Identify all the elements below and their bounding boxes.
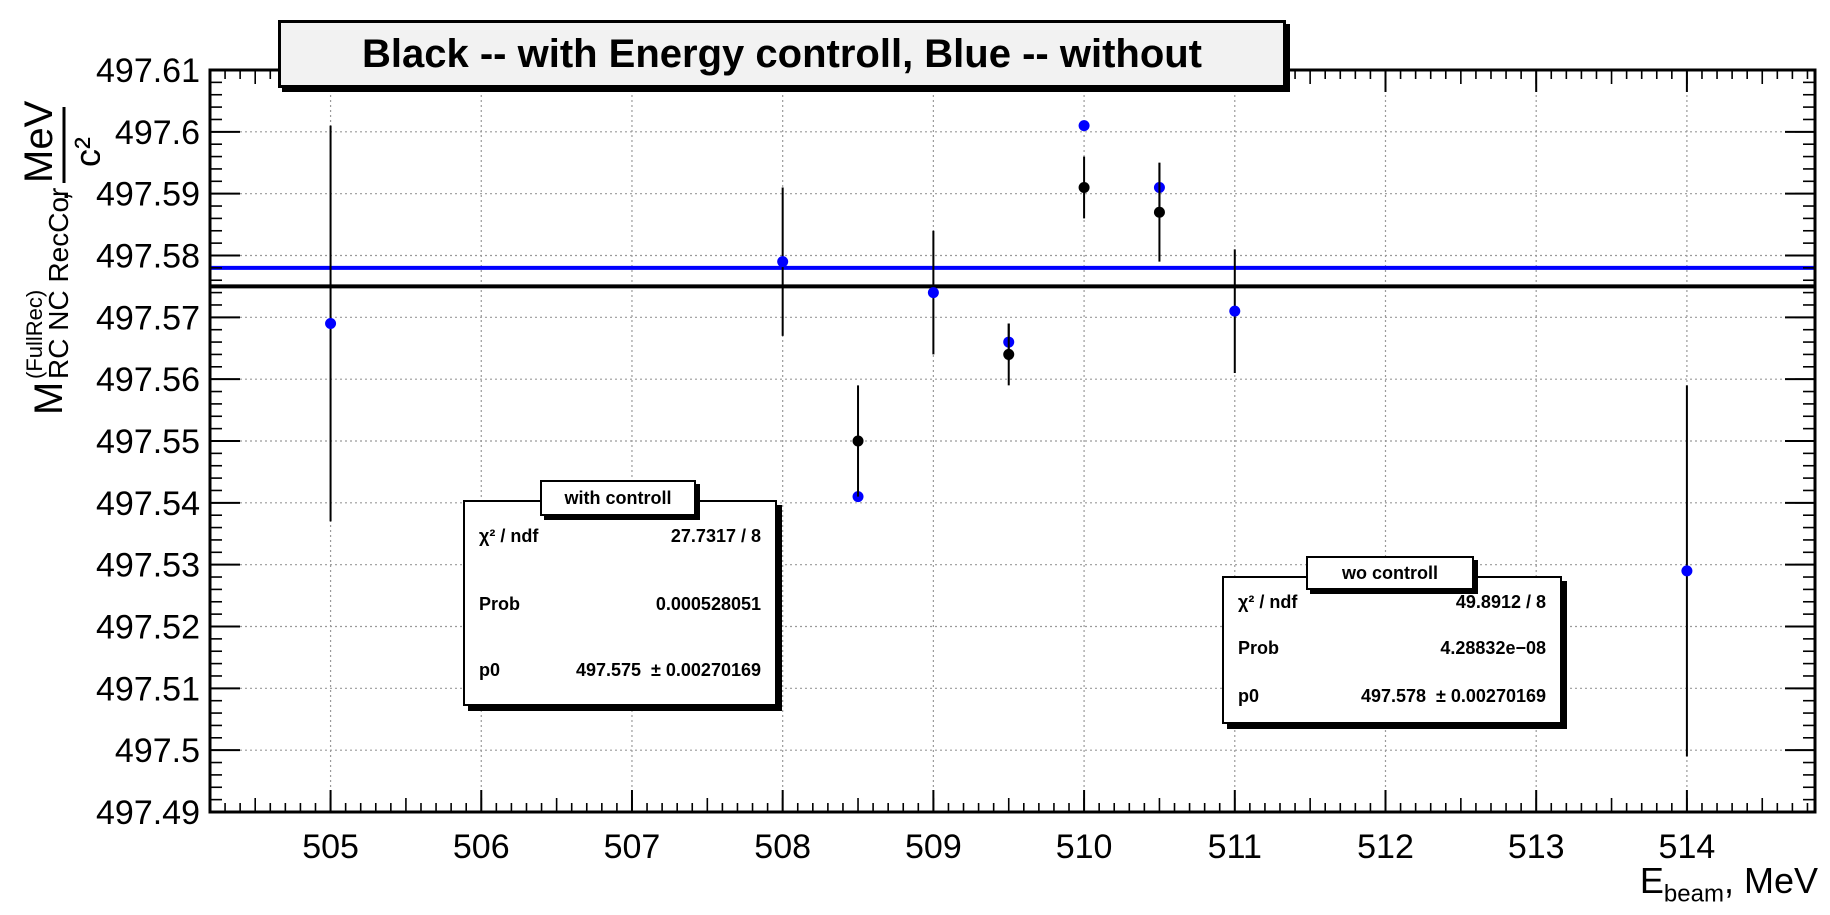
- data-point-series-2: [777, 256, 789, 268]
- data-point-series-2: [1229, 305, 1241, 317]
- x-tick-label: 512: [1357, 828, 1414, 866]
- stats-row-chi2: χ² / ndf 49.8912 / 8: [1238, 592, 1546, 612]
- y-tick-label: 497.55: [96, 423, 200, 461]
- xlabel-main: E: [1639, 860, 1664, 901]
- x-tick-label: 511: [1208, 828, 1262, 866]
- y-tick-label: 497.56: [96, 361, 200, 399]
- y-tick-label: 497.59: [96, 176, 200, 214]
- y-tick-label: 497.57: [96, 299, 200, 337]
- y-tick-label: 497.5: [115, 732, 200, 770]
- xlabel-tail: , MeV: [1723, 860, 1818, 901]
- x-tick-label: 514: [1659, 828, 1716, 866]
- x-tick-label: 510: [1056, 828, 1113, 866]
- ylabel-denominator: c²: [67, 137, 100, 167]
- x-tick-label: 508: [754, 828, 811, 866]
- y-axis-label: M (FullRec) RC NC RecCor , MeV c²: [10, 70, 108, 430]
- chart-title-text: Black -- with Energy controll, Blue -- w…: [361, 31, 1203, 76]
- ylabel-m: M: [27, 382, 71, 415]
- y-tick-label: 497.58: [96, 238, 200, 276]
- y-tick-label: 497.54: [96, 485, 200, 523]
- x-axis-label: Ebeam, MeV: [1640, 860, 1818, 908]
- svg-text:M: M: [27, 382, 71, 415]
- data-point-series-1: [852, 435, 864, 447]
- ylabel-numerator: MeV: [17, 100, 61, 183]
- stats-label-with-controll: with controll: [540, 480, 696, 516]
- y-tick-label: 497.49: [96, 794, 200, 832]
- x-tick-label: 507: [604, 828, 661, 866]
- stats-row-prob: Prob 4.28832e−08: [1238, 638, 1546, 658]
- y-tick-label: 497.61: [96, 52, 200, 90]
- tick-labels: 505 506 507 508 509 510 511 512 513 514 497.49 497.…: [96, 52, 1715, 866]
- ylabel-comma: ,: [39, 192, 75, 201]
- data-point-series-1: [1078, 181, 1090, 193]
- data-point-series-2: [1681, 565, 1693, 577]
- stats-label-wo-controll: wo controll: [1306, 556, 1474, 590]
- x-tick-label: 509: [905, 828, 962, 866]
- y-tick-label: 497.53: [96, 547, 200, 585]
- chart-title: Black -- with Energy controll, Blue -- w…: [278, 20, 1286, 88]
- stats-box-with-controll: χ² / ndf 27.7317 / 8 Prob 0.000528051 p0 49…: [463, 500, 777, 706]
- stats-box-wo-controll: χ² / ndf 49.8912 / 8 Prob 4.28832e−08 p0 49…: [1222, 576, 1562, 724]
- stats-row-p0: p0 497.578 ± 0.00270169: [1238, 686, 1546, 706]
- y-tick-label: 497.51: [96, 670, 200, 708]
- data-point-series-2: [927, 287, 939, 299]
- xlabel-sub: beam: [1663, 880, 1724, 908]
- fit-lines: [210, 265, 1815, 289]
- x-tick-label: 513: [1508, 828, 1565, 866]
- y-tick-label: 497.6: [115, 114, 200, 152]
- y-tick-label: 497.52: [96, 609, 200, 647]
- data-point-series-1: [1003, 348, 1015, 360]
- stats-row-prob: Prob 0.000528051: [479, 594, 761, 614]
- data-point-series-1: [1153, 206, 1165, 218]
- data-point-series-2: [1078, 120, 1090, 132]
- ylabel-sub: RC NC RecCor: [43, 188, 74, 379]
- stats-row-chi2: χ² / ndf 27.7317 / 8: [479, 526, 761, 546]
- stats-row-p0: p0 497.575 ± 0.00270169: [479, 660, 761, 680]
- data-points: [325, 120, 1693, 757]
- x-tick-label: 506: [453, 828, 510, 866]
- ylabel-sup: (FullRec): [22, 290, 47, 379]
- x-tick-label: 505: [302, 828, 359, 866]
- data-point-series-2: [325, 318, 337, 330]
- grid-lines: [210, 69, 1815, 813]
